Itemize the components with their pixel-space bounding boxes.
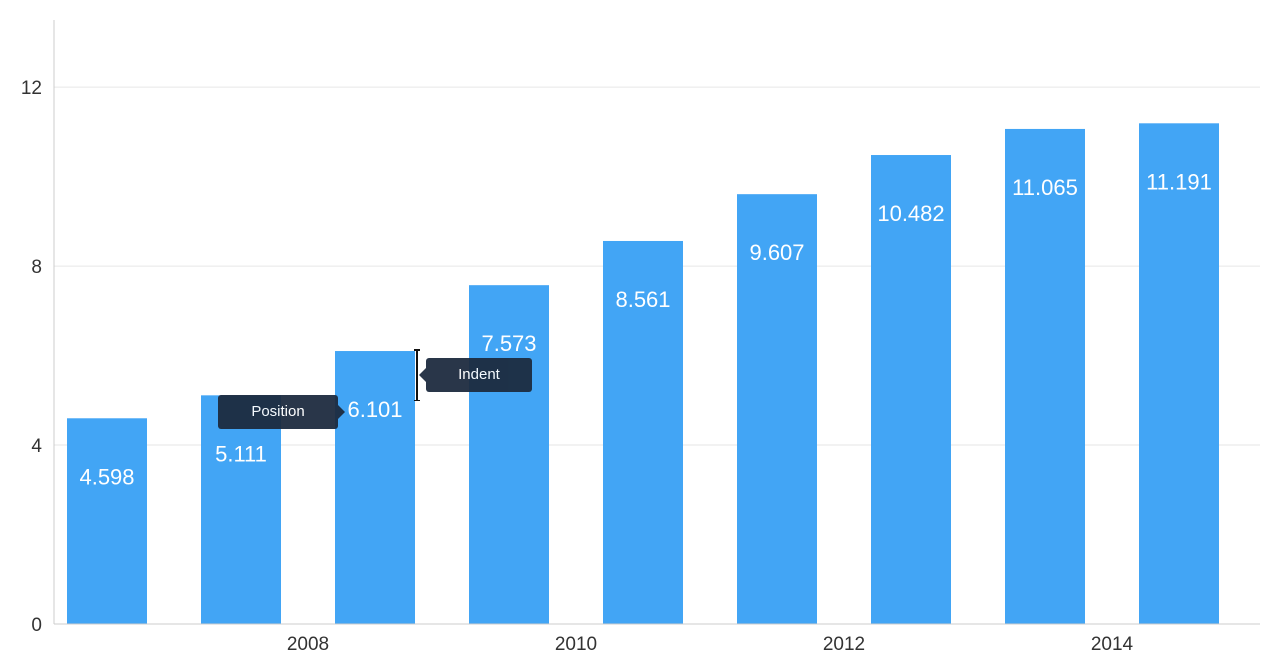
x-tick-label: 2008 xyxy=(287,634,329,655)
bar xyxy=(737,194,817,624)
bar-data-label: 4.598 xyxy=(79,464,134,489)
y-tick-label: 4 xyxy=(31,436,42,457)
bar xyxy=(67,418,147,624)
bar xyxy=(469,285,549,624)
bar-data-label: 6.101 xyxy=(347,397,402,422)
bar xyxy=(603,240,683,624)
y-tick-label: 8 xyxy=(31,257,42,278)
bar xyxy=(871,155,951,624)
bar-data-label: 10.482 xyxy=(877,201,944,226)
x-tick-label: 2010 xyxy=(555,634,597,655)
bar xyxy=(335,351,415,624)
y-tick-label: 12 xyxy=(21,78,42,99)
resize-handle-bottom-cap xyxy=(414,399,420,401)
x-tick-label: 2014 xyxy=(1091,634,1134,655)
y-tick-label: 0 xyxy=(31,615,42,636)
bar-data-label: 7.573 xyxy=(481,331,536,356)
bar xyxy=(201,395,281,624)
bar-data-label: 8.561 xyxy=(615,287,670,312)
bar-resize-handle[interactable] xyxy=(414,349,420,401)
bar-data-label: 9.607 xyxy=(749,240,804,265)
x-tick-label: 2012 xyxy=(823,634,865,655)
bar-data-label: 5.111 xyxy=(215,441,267,466)
indent-tooltip: Indent xyxy=(419,358,532,392)
bar-data-label: 11.065 xyxy=(1012,175,1078,200)
bar-data-label: 11.191 xyxy=(1146,169,1212,194)
bar xyxy=(1139,123,1219,625)
bar xyxy=(1005,128,1085,624)
resize-handle-line xyxy=(416,349,418,401)
position-tooltip: Position xyxy=(218,395,345,429)
